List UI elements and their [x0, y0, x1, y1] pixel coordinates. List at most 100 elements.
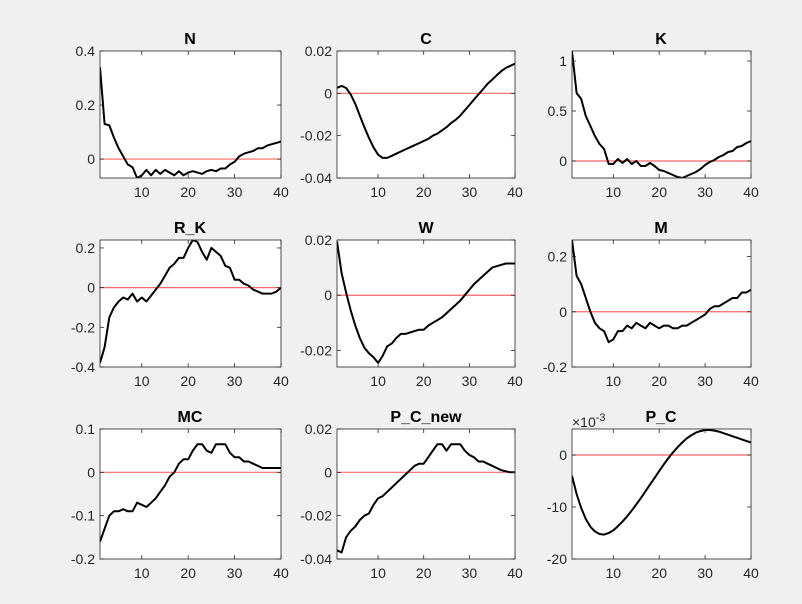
x-tick-label: 10 [134, 373, 150, 389]
subplot-w: W 10 20 30 40 -0.02 0 0.02 [300, 220, 523, 389]
response-line [100, 67, 281, 178]
y-tick-label: -10 [547, 499, 567, 515]
y-tick-label: -0.02 [300, 128, 332, 144]
subplot-title: P_C_new [390, 409, 462, 426]
axes-background [337, 429, 515, 559]
subplot-title: K [655, 31, 667, 48]
x-tick-label: 20 [651, 565, 667, 581]
x-tick-label: 20 [651, 373, 667, 389]
x-tick-label: 40 [743, 184, 759, 200]
subplot-mc: MC 10 20 30 40 -0.2 -0.1 0 0.1 [71, 409, 289, 581]
subplot-p-c: P_C 10 20 30 40 -20 -10 0 ×10-3 [547, 409, 759, 581]
axes-background [572, 240, 751, 367]
x-tick-label: 40 [273, 373, 289, 389]
axes-frame [571, 239, 752, 368]
x-tick-label: 10 [134, 565, 150, 581]
subplot-title: N [184, 31, 196, 48]
axes-background [100, 51, 281, 178]
response-line [337, 62, 515, 159]
subplot-title: P_C [645, 409, 677, 426]
subplot-title: MC [178, 409, 203, 426]
y-tick-label: -0.02 [300, 508, 332, 524]
axes-frame [99, 239, 282, 368]
x-tick-label: 30 [462, 373, 478, 389]
y-tick-label: 0 [324, 464, 332, 480]
x-tick-label: 30 [697, 373, 713, 389]
x-tick-label: 20 [416, 373, 432, 389]
x-tick-label: 10 [606, 565, 622, 581]
y-tick-label: 0.2 [76, 97, 96, 113]
subplot-c: C 10 20 30 40 -0.04 -0.02 0 0.02 [300, 31, 523, 200]
y-tick-label: 0.2 [76, 240, 96, 256]
axes-frame [99, 428, 282, 560]
response-line [100, 443, 281, 543]
y-tick-label: 0 [559, 447, 567, 463]
subplot-title: M [654, 220, 667, 237]
x-tick-label: 40 [507, 184, 523, 200]
x-tick-label: 10 [370, 565, 386, 581]
x-tick-label: 40 [273, 184, 289, 200]
subplot-k: K 10 20 30 40 0 0.5 1 [548, 31, 759, 200]
subplot-m: M 10 20 30 40 -0.2 0 0.2 [543, 220, 759, 389]
axes-frame [99, 50, 282, 179]
x-tick-label: 40 [507, 565, 523, 581]
y-tick-label: 0 [324, 287, 332, 303]
x-tick-label: 10 [134, 184, 150, 200]
response-line [572, 429, 751, 536]
x-tick-label: 20 [180, 184, 196, 200]
response-line [337, 241, 515, 364]
x-tick-label: 10 [606, 184, 622, 200]
x-tick-label: 30 [227, 565, 243, 581]
x-tick-label: 40 [507, 373, 523, 389]
x-tick-label: 30 [227, 373, 243, 389]
y-tick-label: 0.1 [76, 421, 96, 437]
x-tick-label: 30 [697, 565, 713, 581]
y-tick-label: -0.2 [543, 359, 567, 375]
response-line [100, 240, 281, 364]
x-tick-label: 30 [462, 565, 478, 581]
y-tick-label: 0.4 [76, 43, 96, 59]
x-tick-label: 40 [743, 565, 759, 581]
y-tick-label: 0.02 [305, 43, 332, 59]
x-tick-label: 30 [227, 184, 243, 200]
y-tick-label: -0.2 [71, 319, 95, 335]
y-tick-label: 0 [559, 304, 567, 320]
y-tick-label: -0.04 [300, 551, 332, 567]
x-tick-label: 30 [462, 184, 478, 200]
axes-frame [571, 50, 752, 179]
x-tick-label: 20 [416, 565, 432, 581]
x-tick-label: 20 [416, 184, 432, 200]
subplot-title: R_K [174, 220, 206, 237]
y-tick-label: -0.02 [300, 342, 332, 358]
axes-background [572, 51, 751, 178]
x-tick-label: 10 [370, 373, 386, 389]
y-tick-label: 0.02 [305, 421, 332, 437]
y-tick-label: 0 [324, 85, 332, 101]
x-tick-label: 20 [651, 184, 667, 200]
subplot-n: N 10 20 30 40 0 0.2 0.4 [76, 31, 289, 200]
subplot-title: C [420, 31, 432, 48]
x-tick-label: 20 [180, 565, 196, 581]
axes-background [337, 51, 515, 178]
x-tick-label: 40 [273, 565, 289, 581]
x-tick-label: 10 [370, 184, 386, 200]
response-line [572, 51, 751, 178]
axes-background [100, 429, 281, 559]
y-exponent-label: ×10-3 [572, 412, 606, 430]
y-tick-label: -0.1 [71, 508, 95, 524]
y-tick-label: 0 [559, 153, 567, 169]
y-tick-label: -0.04 [300, 170, 332, 186]
y-tick-label: 0.2 [548, 249, 568, 265]
axes-background [100, 240, 281, 367]
subplot-p-c-new: P_C_new 10 20 30 40 -0.04 -0.02 0 0.02 [300, 409, 523, 581]
y-tick-label: 0 [87, 280, 95, 296]
y-tick-label: 1 [559, 53, 567, 69]
response-line [572, 240, 751, 344]
y-tick-label: -20 [547, 551, 567, 567]
subplot-r-k: R_K 10 20 30 40 -0.4 -0.2 0 0.2 [71, 220, 289, 389]
y-tick-label: 0 [87, 151, 95, 167]
y-tick-label: 0.5 [548, 103, 568, 119]
axes-frame [336, 239, 516, 368]
axes-frame [336, 50, 516, 179]
